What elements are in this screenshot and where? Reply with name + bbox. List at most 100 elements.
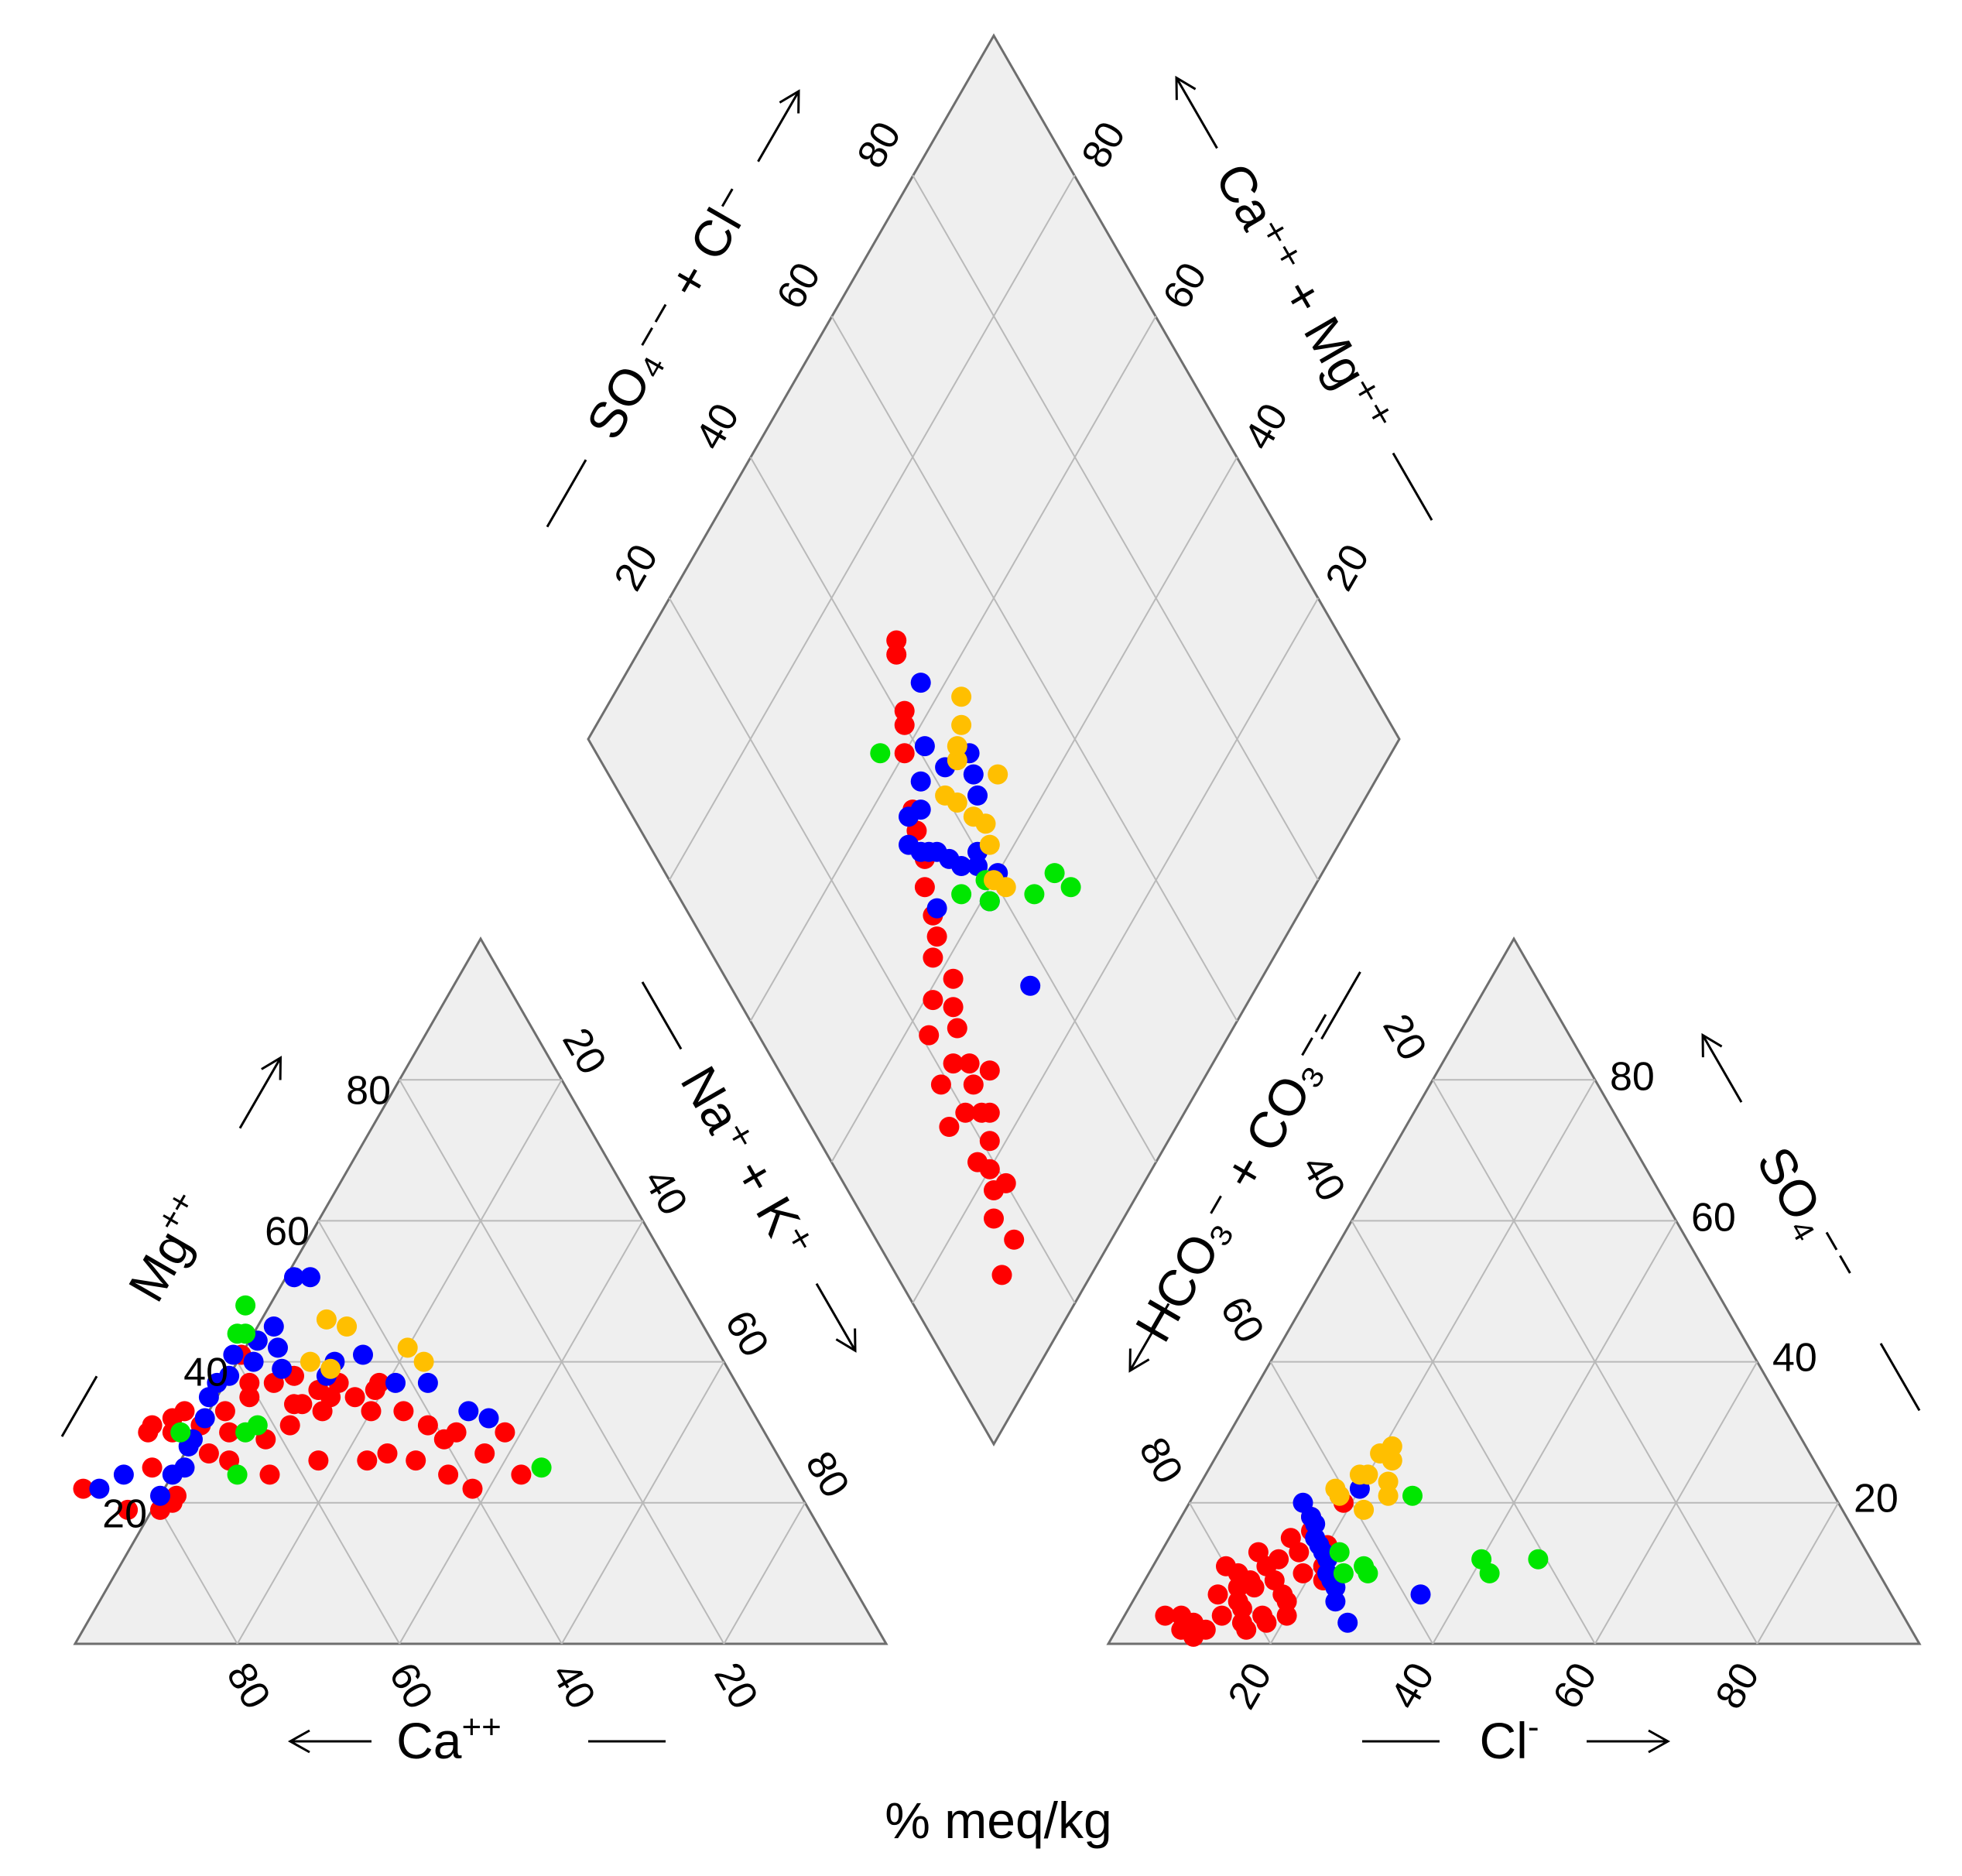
anion-so4-tick-40: 40 (1772, 1336, 1817, 1381)
cation-point (174, 1401, 195, 1422)
anion-point (1256, 1612, 1277, 1633)
diamond-plot-area (587, 33, 1401, 1447)
anion-data-points (1155, 1436, 1549, 1647)
diamond-data-points (870, 630, 1081, 1285)
cation-point (239, 1387, 260, 1408)
anion-point (1325, 1591, 1346, 1612)
cation-mg-tick-40: 40 (183, 1351, 228, 1395)
cation-gridline (399, 1220, 644, 1645)
cation-point (243, 1351, 264, 1372)
anion-so4-tick-20: 20 (1854, 1477, 1899, 1522)
diamond-point (951, 686, 972, 707)
svg-text:Mg++: Mg++ (114, 1184, 222, 1310)
cation-point (478, 1408, 499, 1429)
anion-point (1333, 1563, 1354, 1583)
cation-point (397, 1337, 418, 1358)
cation-point (385, 1372, 406, 1393)
cation-point (458, 1401, 479, 1422)
diamond-point (947, 1018, 967, 1039)
anion-point (1382, 1450, 1402, 1471)
diamond-point (894, 714, 915, 735)
anion-point (1211, 1605, 1232, 1626)
cation-plot-area (73, 936, 889, 1645)
cation-ca-tick-20: 20 (705, 1655, 766, 1717)
anion-so4-tick-80: 80 (1610, 1055, 1655, 1100)
anion-point (1269, 1549, 1289, 1570)
anion-cl-sup: - (1528, 1708, 1539, 1746)
anion-point (1402, 1485, 1423, 1506)
cation-ca-tick-40: 40 (543, 1655, 604, 1717)
cation-point (316, 1309, 337, 1330)
cation-point (247, 1415, 268, 1436)
diamond-camg-dash (1392, 452, 1433, 521)
anion-gridline (1432, 1079, 1758, 1645)
diamond-point (979, 891, 1000, 912)
cation-point (344, 1387, 365, 1408)
cation-point (320, 1358, 341, 1379)
diamond-point (926, 898, 947, 919)
cation-ca-sup: ++ (461, 1708, 501, 1746)
arrow-up-icon-head (1175, 75, 1197, 101)
diamond-point (910, 771, 931, 792)
diamond-gridline (668, 174, 1076, 881)
diamond-point (963, 1074, 984, 1095)
anion-point (1248, 1542, 1269, 1563)
arrow-up-icon (757, 91, 800, 163)
anion-point (1280, 1528, 1301, 1549)
cation-point (214, 1401, 235, 1422)
anion-gridline (1756, 1502, 1840, 1645)
arrow-up-icon (238, 1057, 282, 1129)
cation-point (284, 1267, 304, 1288)
anion-point (1382, 1436, 1402, 1457)
diamond-point (967, 1152, 988, 1172)
anion-cl-tick-20: 20 (1220, 1655, 1281, 1717)
anion-point (1528, 1549, 1549, 1570)
anion-point (1325, 1478, 1346, 1499)
cation-mg-tick-20: 20 (102, 1492, 147, 1537)
diamond-point (939, 1117, 960, 1137)
cation-point (474, 1443, 495, 1463)
diamond-point (923, 947, 943, 968)
cation-gridline (399, 1079, 725, 1645)
diamond-point (951, 714, 972, 735)
anion-point (1378, 1485, 1399, 1506)
cation-triangle: 20 40 60 80 20 40 60 80 80 60 40 20 Ca++… (60, 936, 889, 1769)
cation-point (462, 1478, 483, 1499)
diamond-camg-tick-80: 80 (1073, 115, 1135, 176)
anion-cl-axis-title: Cl- (1362, 1708, 1671, 1769)
diamond-point (967, 785, 988, 806)
anion-point (1378, 1471, 1399, 1492)
cation-point (142, 1415, 163, 1436)
diamond-point (951, 884, 972, 905)
anion-cl-tick-60: 60 (1545, 1655, 1606, 1717)
anion-gridline (1432, 1220, 1677, 1645)
diamond-point (947, 736, 967, 757)
cation-point (235, 1323, 256, 1344)
cation-point (308, 1450, 329, 1471)
arrow-up-icon (1175, 77, 1218, 149)
anion-plot-area (1106, 936, 1922, 1645)
cation-ca-tick-80: 80 (217, 1655, 279, 1717)
anion-point (1155, 1605, 1176, 1626)
cation-nak-tick-60: 60 (716, 1303, 777, 1364)
anion-hco3-tick-60: 60 (1211, 1289, 1272, 1351)
cation-point (194, 1408, 215, 1429)
diamond-point (984, 1208, 1004, 1229)
diamond-point (899, 834, 919, 855)
diamond-point (979, 1102, 1000, 1123)
cation-point (446, 1422, 467, 1443)
diamond-point (899, 806, 919, 827)
cation-point (292, 1394, 313, 1415)
cation-ca-label: Ca (396, 1712, 462, 1769)
cation-gridline (155, 1502, 238, 1645)
anion-point (1305, 1514, 1326, 1535)
anion-point (1276, 1605, 1297, 1626)
diamond-so4cl-tick-80: 80 (849, 115, 910, 176)
cation-point (259, 1464, 280, 1485)
diamond-so4cl-tick-20: 20 (606, 537, 667, 598)
diamond: 20 40 60 80 80 60 40 20 SO₄⁻⁻ + Cl⁻ Ca⁺⁺… (546, 33, 1433, 1447)
diamond-point (943, 968, 964, 989)
anion-hco3-tick-40: 40 (1293, 1148, 1354, 1209)
cation-mg-tick-80: 80 (346, 1069, 391, 1114)
